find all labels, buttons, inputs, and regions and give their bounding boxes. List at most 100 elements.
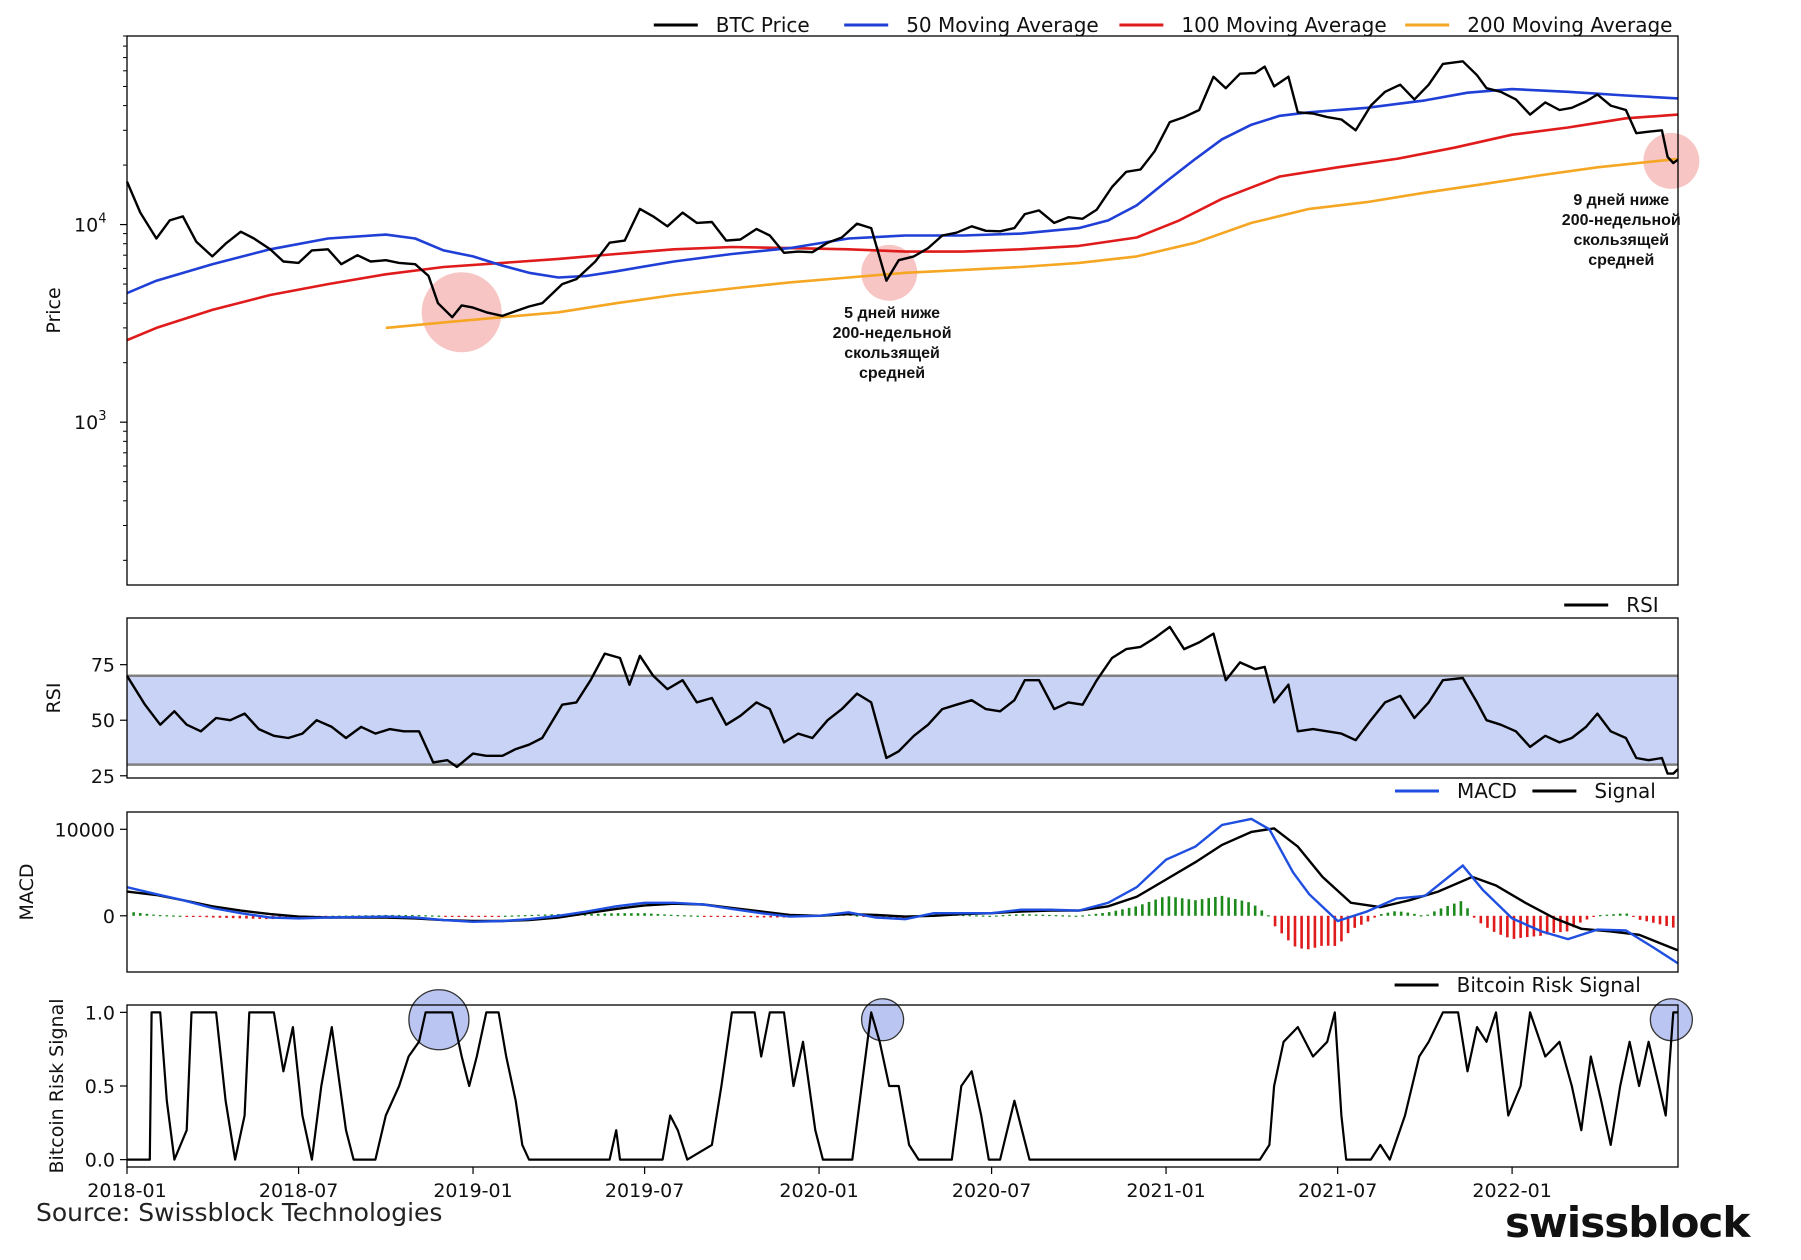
- rsi-ytick-label-0: 25: [91, 766, 115, 788]
- macd-histogram-bar-155: [1160, 897, 1164, 916]
- macd-histogram-bar-209: [1519, 915, 1522, 938]
- macd-histogram-bar-194: [1419, 915, 1423, 917]
- macd-ytick-label-1: 10000: [55, 819, 115, 841]
- macd-legend-label-0: MACD: [1457, 779, 1517, 803]
- macd-histogram-bar-182: [1340, 915, 1343, 942]
- rsi-legend-label-0: RSI: [1626, 593, 1659, 617]
- macd-panel: 0 10000 MACD Signal MACD: [16, 779, 1679, 973]
- macd-histogram-bar-156: [1167, 896, 1171, 916]
- macd-histogram-bar-204: [1486, 915, 1489, 928]
- macd-histogram-bar-190: [1393, 911, 1396, 916]
- macd-histogram-bar-218: [1579, 915, 1582, 923]
- macd-histogram-bar-147: [1107, 912, 1111, 916]
- macd-histogram-bar-162: [1207, 898, 1211, 916]
- macd-histogram-bar-72: [610, 913, 613, 916]
- macd-histogram-bar-212: [1539, 915, 1542, 936]
- macd-histogram-bar-152: [1141, 904, 1144, 916]
- macd-ytick-label-0: 0: [103, 906, 115, 928]
- macd-histogram-bar-110: [862, 915, 865, 917]
- risk-ytick-label-1: 0.5: [85, 1076, 115, 1098]
- macd-histogram-bar-87: [709, 915, 713, 917]
- macd-histogram-bar-78: [649, 913, 653, 916]
- macd-histogram-bar-41: [404, 914, 408, 917]
- macd-histogram-bar-231: [1665, 915, 1668, 926]
- macd-histogram-bar-165: [1227, 897, 1230, 916]
- macd-histogram-bar-40: [397, 914, 401, 917]
- macd-histogram-bar-227: [1638, 915, 1642, 920]
- macd-histogram-bar-95: [762, 915, 766, 918]
- xtick-label-8: 2022-01: [1472, 1180, 1551, 1202]
- rsi-panel: 25 50 75 RSI RSI: [43, 593, 1679, 788]
- macd-histogram-bar-82: [676, 915, 680, 917]
- macd-histogram-bar-54: [490, 915, 494, 917]
- macd-histogram-bar-151: [1134, 906, 1138, 916]
- price-panel: 103 104 Price 5 дней ниже 200-недельной сколь…: [43, 13, 1700, 586]
- macd-histogram-bar-178: [1313, 915, 1317, 948]
- price-legend-label-1: 50 Moving Average: [906, 13, 1099, 37]
- macd-histogram-bar-69: [590, 913, 593, 916]
- macd-histogram-bar-167: [1240, 900, 1244, 916]
- macd-histogram-bar-46: [437, 915, 441, 917]
- macd-histogram-bar-160: [1194, 900, 1197, 916]
- macd-histogram-bar-199: [1452, 903, 1456, 916]
- macd-histogram-bar-63: [550, 914, 554, 916]
- macd-histogram-bar-176: [1300, 915, 1303, 949]
- macd-histogram-bar-157: [1174, 897, 1177, 916]
- macd-histogram-bar-91: [736, 915, 739, 917]
- macd-histogram-bar-139: [1054, 915, 1058, 917]
- macd-histogram-bar-96: [769, 915, 773, 918]
- macd-histogram-bar-80: [663, 914, 666, 916]
- macd-histogram-bar-77: [643, 913, 646, 916]
- macd-histogram-bar-79: [656, 913, 660, 916]
- macd-histogram-bar-97: [776, 915, 779, 918]
- macd-histogram-bar-223: [1612, 914, 1615, 916]
- xtick-label-4: 2020-01: [779, 1180, 858, 1202]
- risk-axis-label: Bitcoin Risk Signal: [46, 999, 68, 1174]
- macd-histogram-bar-154: [1154, 899, 1157, 916]
- series-200-moving-average: [385, 157, 1679, 330]
- macd-histogram-bar-62: [543, 914, 547, 916]
- series-rsi: [125, 625, 1679, 775]
- macd-histogram-bar-198: [1446, 906, 1449, 916]
- price-plot-frame: [126, 35, 1679, 586]
- annotation-1-line-0: 9 дней ниже: [1573, 192, 1669, 209]
- series-btc-price: [125, 60, 1679, 319]
- macd-histogram-bar-150: [1127, 907, 1131, 916]
- macd-histogram-bar-43: [417, 915, 421, 917]
- annotation-1-line-2: скользящей: [1573, 232, 1669, 249]
- macd-histogram-bar-192: [1406, 912, 1410, 916]
- series-signal: [126, 827, 1679, 952]
- macd-histogram-bar-188: [1379, 914, 1383, 916]
- macd-histogram-bar-217: [1572, 915, 1576, 928]
- macd-plot-frame: [126, 811, 1679, 973]
- macd-histogram-bar-51: [470, 915, 474, 917]
- macd-histogram-bar-158: [1180, 898, 1184, 916]
- macd-histogram-bar-164: [1220, 895, 1224, 916]
- macd-histogram-bar-45: [430, 915, 434, 917]
- macd-histogram-bar-44: [424, 915, 427, 917]
- macd-histogram-bar-142: [1074, 915, 1078, 917]
- macd-histogram-bar-76: [636, 913, 640, 916]
- macd-histogram-bar-89: [722, 915, 726, 917]
- macd-histogram-bar-149: [1121, 909, 1124, 916]
- annotation-0-line-3: средней: [859, 365, 925, 382]
- macd-histogram-bar-196: [1433, 911, 1436, 916]
- macd-histogram-bar-71: [603, 913, 607, 916]
- macd-histogram-bar-140: [1061, 915, 1065, 917]
- annotation-1-line-3: средней: [1588, 252, 1654, 269]
- macd-histogram-bar-180: [1326, 915, 1330, 946]
- xtick-label-2: 2019-01: [433, 1180, 512, 1202]
- series-macd: [126, 817, 1679, 965]
- rsi-neutral-band: [127, 675, 1678, 765]
- macd-histogram-bar-92: [742, 915, 746, 918]
- macd-histogram-bar-146: [1101, 912, 1104, 916]
- xtick-label-1: 2018-07: [259, 1180, 338, 1202]
- macd-histogram-bar-214: [1552, 915, 1556, 933]
- price-ytick-exponent-0: 3: [98, 409, 106, 424]
- macd-histogram-bar-168: [1247, 902, 1250, 916]
- macd-histogram-bar-114: [888, 915, 892, 919]
- macd-histogram-bar-161: [1200, 899, 1204, 916]
- macd-histogram-bar-17: [245, 915, 248, 919]
- macd-histogram-bar-185: [1360, 915, 1363, 925]
